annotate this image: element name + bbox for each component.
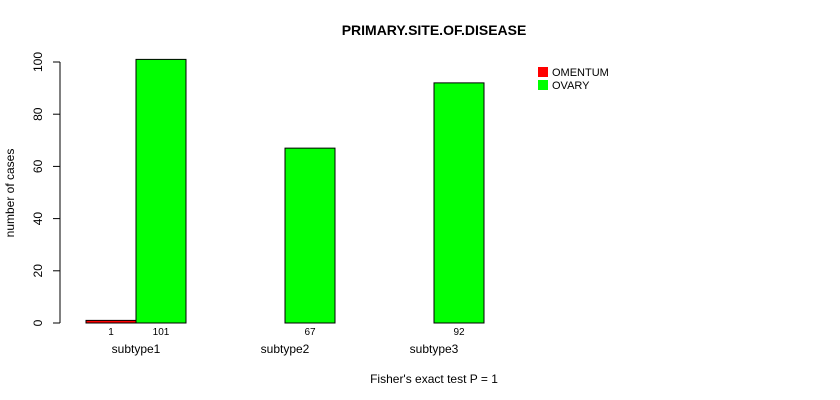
chart-title: PRIMARY.SITE.OF.DISEASE (342, 22, 527, 38)
bar-value-label: 67 (304, 327, 316, 338)
y-tick-label: 60 (31, 159, 45, 173)
bar-omentum-subtype1 (85, 319, 137, 324)
legend-swatch-ovary (538, 80, 548, 90)
legend-label-omentum: OMENTUM (552, 67, 609, 79)
y-tick-label: 80 (31, 107, 45, 121)
y-tick-label: 100 (31, 52, 45, 72)
y-tick-label: 20 (31, 264, 45, 278)
bar-ovary-subtype1 (135, 58, 187, 324)
legend-swatch-omentum (538, 67, 548, 77)
bars: 1 101 subtype1 67 subtype2 92 subtype3 (85, 58, 485, 356)
y-axis-label: number of cases (3, 149, 17, 238)
x-category-label: subtype1 (112, 342, 161, 356)
x-axis-label: Fisher's exact test P = 1 (370, 372, 498, 386)
legend-label-ovary: OVARY (552, 80, 590, 92)
y-tick-label: 0 (31, 319, 45, 326)
bar-value-label: 1 (108, 327, 114, 338)
bar-ovary-subtype2 (284, 147, 336, 324)
x-category-label: subtype2 (261, 342, 310, 356)
bar-value-label: 92 (453, 327, 465, 338)
x-category-label: subtype3 (410, 342, 459, 356)
y-tick-label: 40 (31, 212, 45, 226)
bar-ovary-subtype3 (433, 82, 485, 324)
bar-value-label: 101 (153, 327, 170, 338)
y-axis: 0 20 40 60 80 100 (31, 52, 61, 326)
